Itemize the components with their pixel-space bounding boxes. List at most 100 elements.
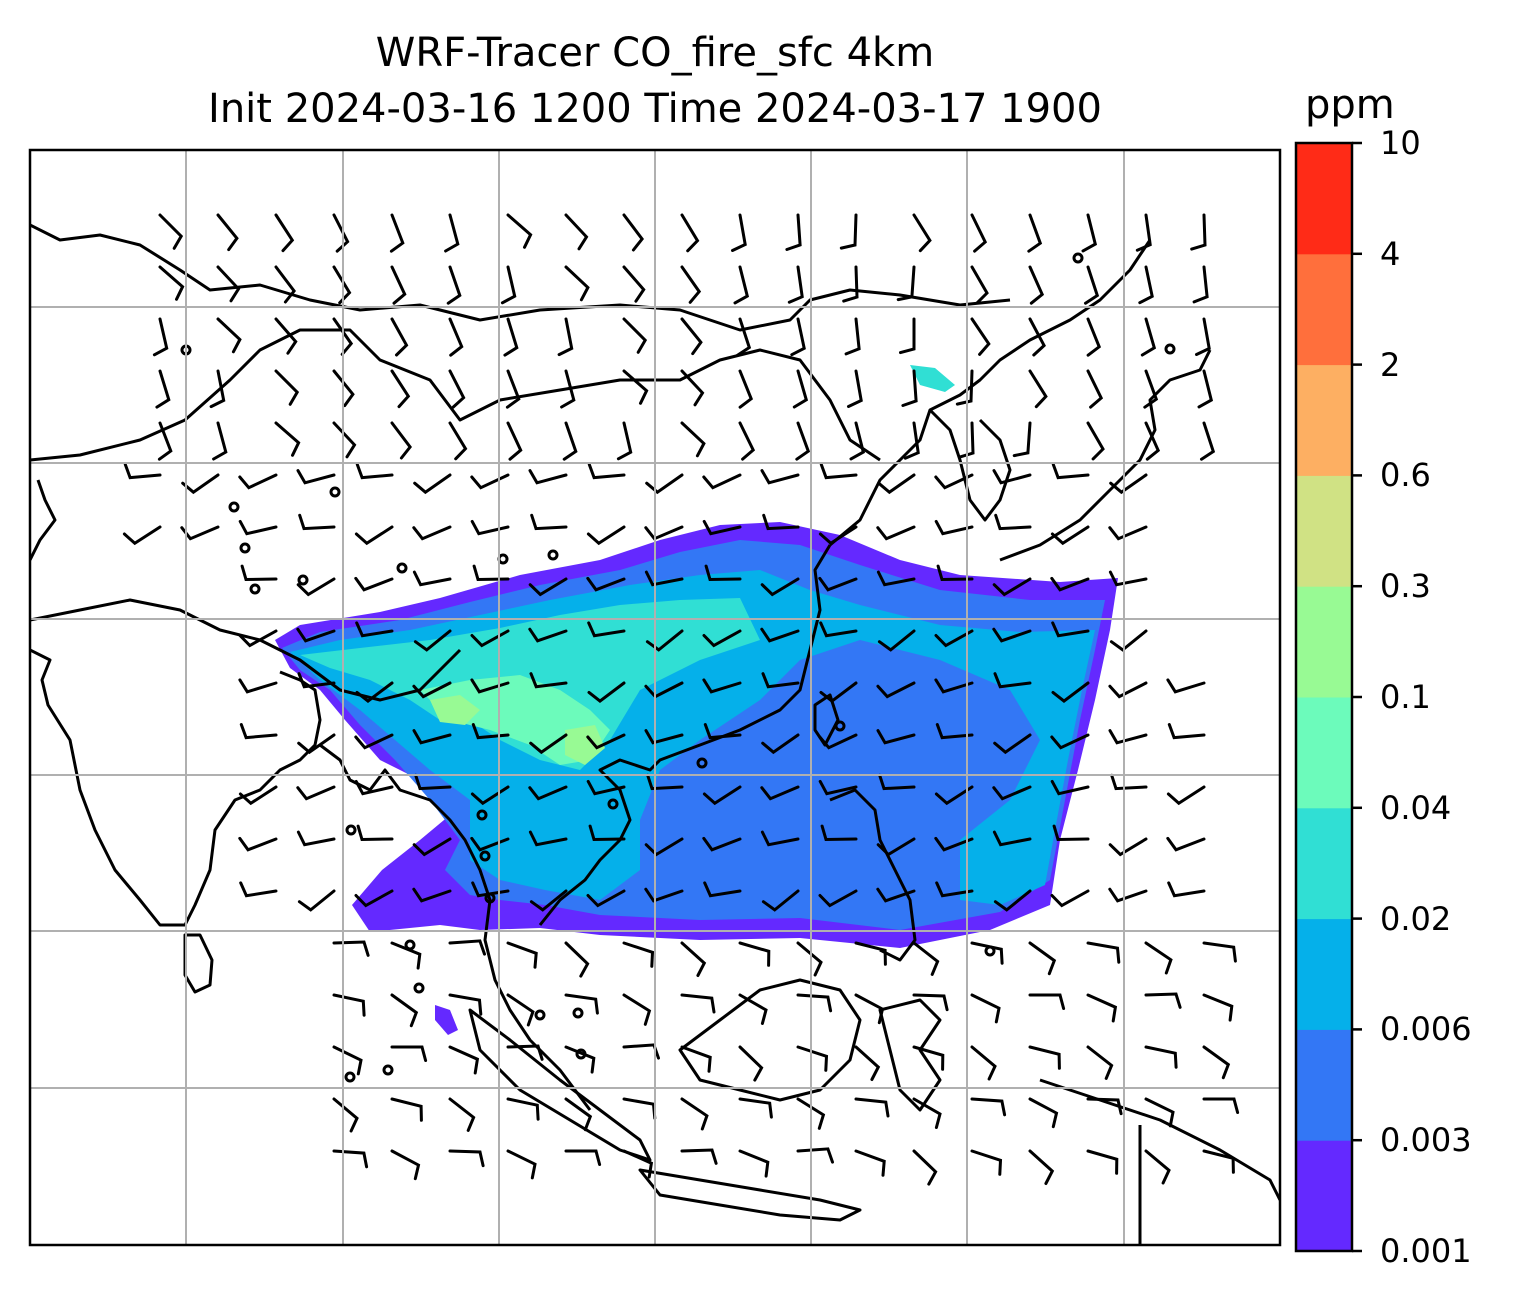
wind-barb bbox=[297, 889, 336, 912]
wind-barb bbox=[506, 1149, 537, 1180]
wind-barb bbox=[1167, 723, 1206, 740]
wind-barb bbox=[876, 837, 916, 857]
wind-barb bbox=[1028, 369, 1048, 409]
calm-circle bbox=[228, 501, 240, 513]
wind-barb bbox=[528, 785, 568, 801]
wind-barb bbox=[564, 1045, 596, 1074]
wind-barb bbox=[586, 889, 626, 908]
wind-barb bbox=[412, 837, 452, 857]
calm-circle bbox=[344, 1071, 356, 1083]
wind-barb bbox=[332, 213, 350, 253]
colorbar-segment bbox=[1296, 697, 1352, 809]
colorbar-tick-label: 0.6 bbox=[1380, 456, 1431, 495]
colorbar-tick-label: 4 bbox=[1380, 234, 1401, 273]
calm-circle bbox=[1164, 343, 1176, 355]
wind-barb bbox=[819, 681, 858, 703]
wind-barb bbox=[448, 939, 486, 956]
wind-barb bbox=[896, 265, 916, 302]
wind-barb bbox=[703, 723, 742, 740]
wind-barb bbox=[240, 564, 278, 582]
wind-barb bbox=[152, 317, 169, 357]
wind-barb bbox=[448, 1097, 476, 1132]
wind-barb bbox=[298, 513, 336, 531]
colorbar-tick-label: 2 bbox=[1380, 345, 1401, 384]
wind-barb bbox=[970, 213, 988, 253]
wind-barb bbox=[412, 570, 452, 587]
wind-barb bbox=[762, 513, 800, 531]
wind-barb bbox=[704, 564, 742, 582]
wind-barb bbox=[332, 421, 357, 459]
wind-barb bbox=[216, 317, 242, 354]
wind-barb bbox=[1144, 1149, 1171, 1185]
wind-barb bbox=[818, 525, 858, 546]
java bbox=[638, 1168, 862, 1222]
wind-barb bbox=[354, 525, 394, 546]
calm-circle bbox=[479, 850, 491, 862]
wind-barb bbox=[413, 473, 452, 495]
wind-barb bbox=[733, 265, 750, 305]
wind-barb bbox=[878, 773, 916, 791]
wind-barb bbox=[239, 881, 278, 898]
calm-circle bbox=[249, 583, 261, 595]
wind-barb bbox=[181, 473, 220, 495]
wind-barb bbox=[529, 672, 568, 689]
wind-barb bbox=[955, 369, 974, 406]
wind-barb bbox=[1086, 941, 1121, 964]
wind-barb bbox=[876, 525, 916, 541]
calm-circle bbox=[382, 1064, 394, 1076]
wind-barb bbox=[912, 1149, 938, 1186]
wind-barb bbox=[645, 473, 684, 495]
wind-barb bbox=[506, 941, 538, 969]
wind-barb bbox=[761, 889, 800, 912]
wind-barb bbox=[1051, 681, 1090, 703]
calm-circle bbox=[1072, 252, 1084, 264]
wind-barb bbox=[876, 570, 916, 587]
wind-barb bbox=[1135, 213, 1152, 252]
colorbar-tick-label: 0.001 bbox=[1380, 1232, 1472, 1270]
wind-barb bbox=[936, 564, 974, 582]
wind-barb bbox=[993, 733, 1032, 755]
wind-barb bbox=[702, 519, 742, 536]
calm-circle bbox=[345, 824, 357, 836]
wind-barb bbox=[390, 1097, 423, 1122]
wind-barb bbox=[1027, 213, 1043, 253]
wind-barb bbox=[680, 1097, 709, 1131]
wind-barb bbox=[970, 1149, 1003, 1176]
wind-barb bbox=[1144, 941, 1173, 975]
wind-barb bbox=[1108, 837, 1148, 857]
coastline-srilanka bbox=[183, 933, 214, 994]
wind-barb bbox=[1202, 1097, 1240, 1114]
wind-barb bbox=[680, 1148, 718, 1165]
wind-barb bbox=[274, 317, 298, 355]
wind-barb bbox=[390, 993, 419, 1028]
wind-barb bbox=[586, 525, 626, 546]
wind-barb bbox=[1108, 570, 1148, 587]
colorbar-tick-label: 0.04 bbox=[1380, 788, 1452, 827]
wind-barb bbox=[644, 837, 684, 857]
wind-barb bbox=[296, 627, 336, 643]
wind-barb bbox=[1195, 317, 1211, 356]
wind-barb bbox=[818, 733, 858, 750]
wind-barb bbox=[1108, 887, 1148, 903]
wind-barb bbox=[180, 525, 220, 541]
wind-barb bbox=[332, 993, 366, 1017]
wind-barb bbox=[616, 421, 633, 461]
wind-barb bbox=[1202, 1045, 1231, 1080]
wind-barb bbox=[702, 678, 742, 694]
wind-barb bbox=[355, 463, 394, 480]
colorbar-tick-label: 10 bbox=[1380, 124, 1421, 162]
wind-barb bbox=[970, 265, 989, 305]
wind-barb bbox=[970, 941, 1004, 965]
wind-barb bbox=[903, 421, 920, 460]
wind-barb bbox=[332, 940, 370, 957]
wind-barb bbox=[622, 317, 648, 354]
wind-barb bbox=[557, 317, 574, 357]
wind-barb bbox=[1028, 941, 1057, 976]
map-title-line2: Init 2024-03-16 1200 Time 2024-03-17 190… bbox=[208, 86, 1102, 132]
wind-barb bbox=[1202, 1149, 1235, 1174]
wind-barb bbox=[446, 265, 462, 305]
wind-barb bbox=[1108, 525, 1148, 541]
wind-barb bbox=[912, 1045, 945, 1071]
calm-circle bbox=[329, 486, 341, 498]
wind-barb bbox=[296, 785, 336, 801]
